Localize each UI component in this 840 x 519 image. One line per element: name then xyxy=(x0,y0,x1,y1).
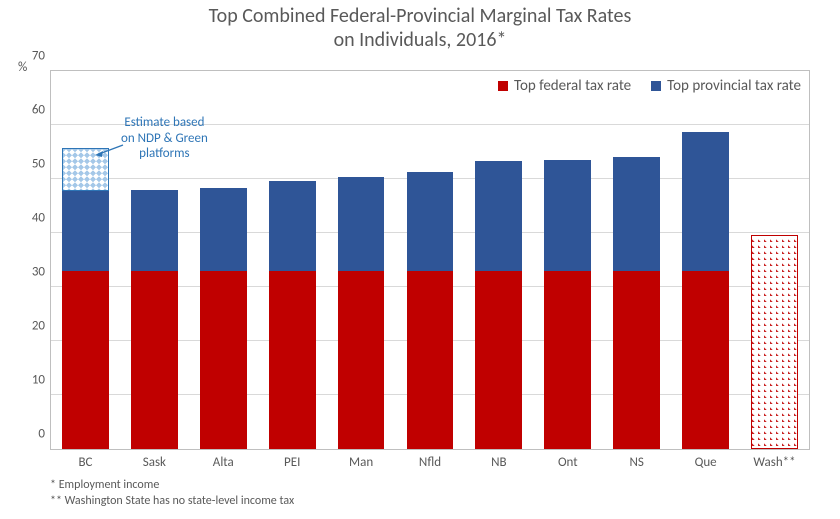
stacked-bar xyxy=(682,131,729,449)
x-tick-label: Wash** xyxy=(740,455,809,470)
stacked-bar xyxy=(544,160,591,449)
footnote-2: ** Washington State has no state-level i… xyxy=(50,494,294,510)
segment-provincial xyxy=(200,188,247,271)
bar-slot: Man xyxy=(327,71,396,449)
bc-estimate-annotation: Estimate based on NDP & Green platforms xyxy=(121,115,208,162)
legend-item-provincial: Top provincial tax rate xyxy=(651,77,801,95)
legend-label-federal: Top federal tax rate xyxy=(514,77,631,95)
x-tick-label: PEI xyxy=(258,455,327,470)
segment-federal xyxy=(131,271,178,449)
annotation-line2: on NDP & Green xyxy=(121,131,208,147)
segment-washington xyxy=(751,235,798,449)
bar-slot: Nfld xyxy=(396,71,465,449)
y-tick-label: 60 xyxy=(32,103,45,118)
segment-provincial xyxy=(62,191,109,270)
segment-federal xyxy=(200,271,247,449)
stacked-bar xyxy=(613,157,660,449)
annotation-arrow-icon xyxy=(95,143,125,157)
segment-federal xyxy=(613,271,660,449)
stacked-bar xyxy=(407,172,454,449)
bar-slot: Que xyxy=(671,71,740,449)
annotation-line3: platforms xyxy=(121,146,208,162)
segment-federal xyxy=(544,271,591,449)
x-tick-label: Man xyxy=(327,455,396,470)
bar-slot: Wash** xyxy=(740,71,809,449)
legend: Top federal tax rate Top provincial tax … xyxy=(498,77,801,95)
x-tick-label: Ont xyxy=(533,455,602,470)
segment-provincial xyxy=(544,160,591,271)
segment-provincial xyxy=(613,157,660,270)
chart-title-line1: Top Combined Federal-Provincial Marginal… xyxy=(0,4,840,28)
annotation-line1: Estimate based xyxy=(121,115,208,131)
x-tick-label: Sask xyxy=(120,455,189,470)
tax-rate-chart: Top Combined Federal-Provincial Marginal… xyxy=(0,0,840,519)
y-tick-label: 30 xyxy=(32,265,45,280)
segment-provincial xyxy=(682,132,729,271)
chart-title-line2: on Individuals, 2016* xyxy=(0,28,840,52)
bar-slot: NB xyxy=(464,71,533,449)
footnote-1: * Employment income xyxy=(50,478,294,494)
y-tick-label: 0 xyxy=(38,427,45,442)
plot-area: 010203040506070 Top federal tax rate Top… xyxy=(50,70,810,450)
stacked-bar xyxy=(751,235,798,449)
y-tick-label: 50 xyxy=(32,157,45,172)
y-tick-label: 40 xyxy=(32,211,45,226)
segment-federal xyxy=(407,271,454,449)
legend-item-federal: Top federal tax rate xyxy=(498,77,631,95)
stacked-bar xyxy=(131,190,178,449)
segment-provincial xyxy=(338,177,385,271)
segment-federal xyxy=(682,271,729,449)
stacked-bar xyxy=(269,181,316,449)
segment-provincial xyxy=(407,172,454,271)
stacked-bar xyxy=(62,148,109,449)
bar-slot: Ont xyxy=(533,71,602,449)
x-tick-label: BC xyxy=(51,455,120,470)
segment-federal xyxy=(475,271,522,449)
stacked-bar xyxy=(338,177,385,449)
segment-federal xyxy=(338,271,385,449)
segment-provincial xyxy=(475,161,522,271)
segment-provincial xyxy=(269,181,316,271)
y-tick-label: 70 xyxy=(32,49,45,64)
stacked-bar xyxy=(200,188,247,449)
stacked-bar xyxy=(475,161,522,449)
legend-label-provincial: Top provincial tax rate xyxy=(667,77,801,95)
bar-slot: BC xyxy=(51,71,120,449)
legend-swatch-federal xyxy=(498,81,508,91)
bar-slot: PEI xyxy=(258,71,327,449)
segment-provincial xyxy=(131,190,178,271)
segment-federal xyxy=(62,271,109,449)
x-tick-label: Nfld xyxy=(396,455,465,470)
x-tick-label: NB xyxy=(464,455,533,470)
y-tick-label: 20 xyxy=(32,319,45,334)
y-tick-label: 10 xyxy=(32,373,45,388)
x-tick-label: Alta xyxy=(189,455,258,470)
segment-federal xyxy=(269,271,316,449)
x-tick-label: Que xyxy=(671,455,740,470)
bar-slot: NS xyxy=(602,71,671,449)
x-tick-label: NS xyxy=(602,455,671,470)
legend-swatch-provincial xyxy=(651,81,661,91)
y-axis-unit: % xyxy=(18,60,27,75)
footnotes: * Employment income ** Washington State … xyxy=(50,478,294,509)
